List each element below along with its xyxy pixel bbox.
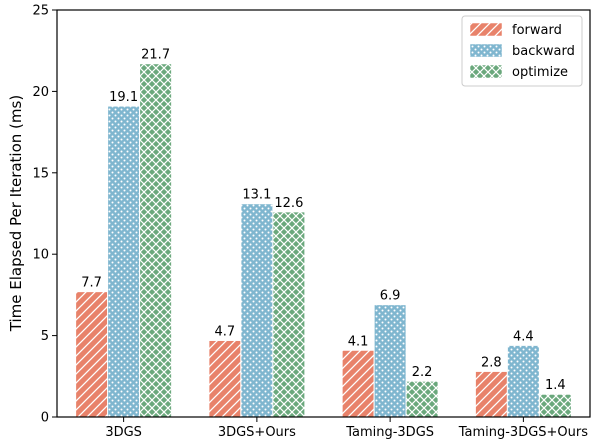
data-label: 13.1	[242, 188, 271, 203]
y-tick-label: 15	[32, 166, 49, 181]
y-tick-label: 25	[32, 4, 49, 19]
x-tick-label: 3DGS+Ours	[218, 425, 296, 440]
data-label: 7.7	[81, 276, 102, 291]
x-tick-label: Taming-3DGS+Ours	[458, 425, 589, 440]
bar-backward	[240, 203, 274, 418]
legend-label-optimize: optimize	[512, 65, 568, 80]
data-label: 2.2	[412, 365, 433, 380]
data-label: 2.8	[481, 355, 502, 370]
bar-forward	[474, 370, 508, 418]
legend-label-backward: backward	[512, 44, 575, 59]
data-label: 6.9	[380, 289, 401, 304]
y-tick-label: 10	[32, 248, 49, 263]
bar-forward	[341, 349, 375, 418]
y-axis-title: Time Elapsed Per Iteration (ms)	[7, 95, 25, 332]
data-label: 4.4	[513, 329, 534, 344]
bar-forward	[75, 291, 109, 418]
data-label: 12.6	[274, 196, 303, 211]
bar-backward	[107, 105, 141, 418]
data-label: 4.7	[215, 324, 236, 339]
data-label: 19.1	[109, 90, 138, 105]
legend-label-forward: forward	[512, 23, 562, 38]
legend: forward backward optimize	[461, 15, 583, 87]
bar-optimize	[538, 393, 572, 418]
bar-backward	[373, 304, 407, 418]
bar-optimize	[272, 211, 306, 418]
y-tick-label: 20	[32, 85, 49, 100]
plot-frame	[56, 9, 591, 418]
x-tick-label: 3DGS	[105, 425, 142, 440]
legend-swatch-backward	[469, 43, 503, 58]
y-tick-label: 0	[41, 411, 49, 426]
data-label: 1.4	[545, 378, 566, 393]
bar-optimize	[405, 380, 439, 418]
legend-swatch-optimize	[469, 64, 503, 79]
data-label: 4.1	[348, 334, 369, 349]
bar-forward	[208, 339, 242, 418]
y-tick-label: 5	[41, 329, 49, 344]
bar-optimize	[139, 63, 173, 418]
data-label: 21.7	[141, 48, 170, 63]
bar-backward	[506, 344, 540, 418]
legend-swatch-forward	[469, 22, 503, 37]
x-tick-label: Taming-3DGS	[345, 425, 434, 440]
